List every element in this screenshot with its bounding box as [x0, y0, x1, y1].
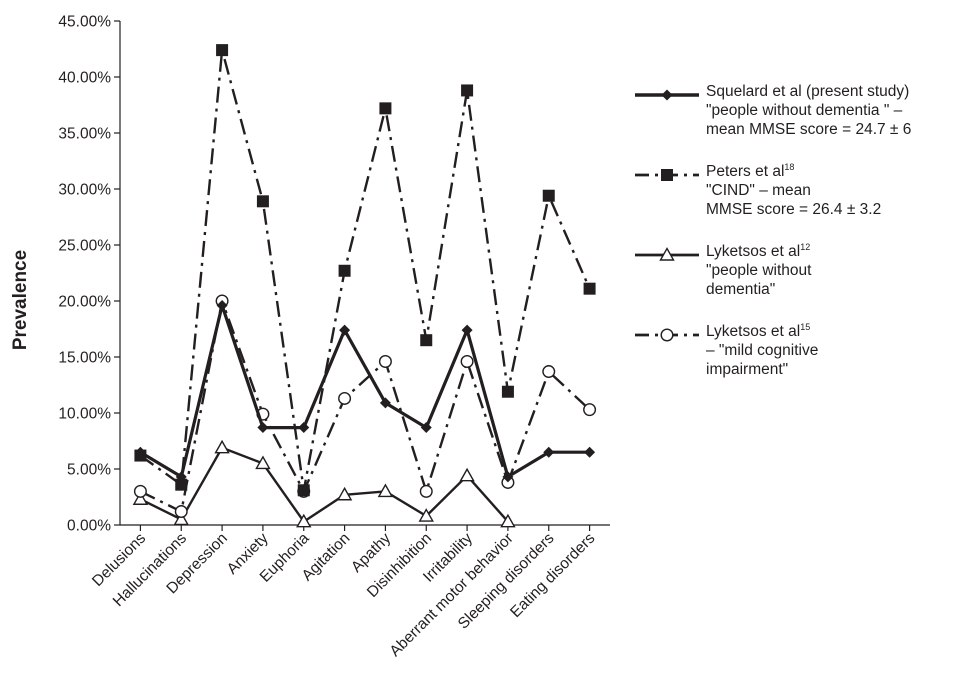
- series-3-point: [296, 513, 312, 528]
- legend-text-line: mean MMSE score = 24.7 ± 6: [706, 121, 912, 138]
- legend-text-line: – "mild cognitive: [706, 342, 819, 359]
- y-tick-label: 20.00%: [58, 294, 111, 311]
- series-2-point: [379, 102, 392, 115]
- series-3: [132, 439, 516, 528]
- series-1-point: [298, 422, 310, 434]
- legend-reference: 15: [800, 321, 811, 332]
- series-1-point: [584, 446, 596, 458]
- y-tick-label: 40.00%: [58, 70, 111, 87]
- series-2-point: [256, 195, 269, 208]
- legend-swatch: [635, 247, 699, 261]
- series-4-point: [174, 505, 188, 519]
- series-3-point: [500, 513, 516, 528]
- y-tick-label: 45.00%: [58, 14, 111, 31]
- legend-swatch: [635, 169, 699, 181]
- series-4-point: [542, 365, 556, 379]
- series-1-point: [257, 422, 269, 434]
- y-tick-label: 25.00%: [58, 238, 111, 255]
- y-tick-label: 10.00%: [58, 406, 111, 423]
- series-3-point: [459, 467, 475, 482]
- legend-text-line: dementia": [706, 281, 776, 298]
- legend-swatch: [635, 328, 699, 342]
- series-1-point: [379, 397, 391, 409]
- series-2: [134, 44, 596, 497]
- series-1-point: [420, 422, 432, 434]
- legend-item: Lyketsos et al15 – "mild cognitive impairm…: [633, 322, 953, 402]
- series-4-point: [583, 403, 597, 417]
- legend-swatch-marker: [661, 169, 673, 181]
- series-1-line: [139, 303, 590, 479]
- series-1-point: [543, 446, 555, 458]
- legend-text-line: impairment": [706, 361, 789, 378]
- legend-item: Lyketsos et al12 "people without dementia": [633, 242, 953, 322]
- legend-text-line: MMSE score = 26.4 ± 3.2: [706, 201, 882, 218]
- series-4: [133, 294, 597, 519]
- series-1-point: [175, 471, 187, 483]
- legend-text-line: Lyketsos et al12: [706, 241, 811, 260]
- series-1-point: [216, 299, 228, 311]
- legend-text: Squelard et al (present study) "people wi…: [706, 82, 911, 139]
- legend-text: Peters et al18 "CIND" – mean MMSE score = …: [706, 162, 881, 219]
- y-tick-label: 30.00%: [58, 182, 111, 199]
- series-2-point: [420, 334, 433, 347]
- legend-text: Lyketsos et al12 "people without dementia": [706, 242, 811, 299]
- series-3-line: [139, 446, 509, 523]
- legend-swatch-marker: [659, 247, 675, 261]
- series-3-point: [336, 486, 353, 501]
- series-4-point: [378, 354, 392, 368]
- legend-reference: 12: [800, 241, 811, 252]
- legend-swatch-marker: [661, 89, 673, 101]
- legend-swatch-marker: [660, 328, 674, 342]
- legend: Squelard et al (present study) "people wi…: [633, 82, 953, 402]
- series-3-point: [418, 508, 434, 522]
- y-tick-label: 5.00%: [67, 462, 111, 479]
- legend-text-line: "people without dementia " –: [706, 102, 903, 119]
- series-3-point: [214, 439, 230, 454]
- legend-swatch: [635, 89, 699, 101]
- series-4-point: [419, 484, 433, 498]
- y-tick-label: 15.00%: [58, 350, 111, 367]
- series-1-point: [502, 471, 514, 483]
- legend-text-line: "CIND" – mean: [706, 182, 811, 199]
- y-tick-label: 35.00%: [58, 126, 111, 143]
- series-2-point: [583, 282, 596, 295]
- series-2-point: [501, 385, 514, 398]
- series-4-point: [460, 354, 474, 368]
- series-3-point: [255, 455, 271, 470]
- series-1: [134, 299, 596, 483]
- series-2-point: [216, 44, 229, 57]
- series-2-point: [542, 189, 555, 202]
- series-2-point: [461, 84, 474, 97]
- legend-text-line: "people without: [706, 262, 812, 279]
- series-4-line: [139, 299, 591, 513]
- series-4-point: [133, 484, 147, 498]
- legend-text: Lyketsos et al15 – "mild cognitive impairm…: [706, 322, 818, 379]
- series-2-point: [175, 478, 188, 491]
- legend-text-line: Squelard et al (present study): [706, 83, 910, 100]
- series-3-point: [173, 511, 189, 526]
- series-4-point: [338, 391, 352, 405]
- series-1-point: [339, 324, 351, 336]
- legend-text-line: Lyketsos et al15: [706, 321, 811, 340]
- y-tick-label: 0.00%: [67, 518, 111, 535]
- series-1-point: [134, 446, 146, 458]
- series-2-line: [139, 48, 591, 492]
- series-1-point: [461, 324, 473, 336]
- legend-reference: 18: [784, 161, 795, 172]
- series-3-point: [377, 483, 394, 498]
- series-3-point: [132, 491, 149, 505]
- y-axis-label: Prevalence: [10, 250, 31, 350]
- series-2-point: [297, 484, 310, 497]
- series-2-point: [338, 264, 351, 277]
- legend-text-line: Peters et al18: [706, 161, 795, 180]
- series-layer: [132, 44, 597, 528]
- legend-item: Squelard et al (present study) "people wi…: [633, 82, 953, 162]
- axes: 0.00% 5.00% 10.00% 15.00% 20.00% 25.00% 30.00%…: [58, 14, 610, 660]
- legend-item: Peters et al18 "CIND" – mean MMSE score = …: [633, 162, 953, 242]
